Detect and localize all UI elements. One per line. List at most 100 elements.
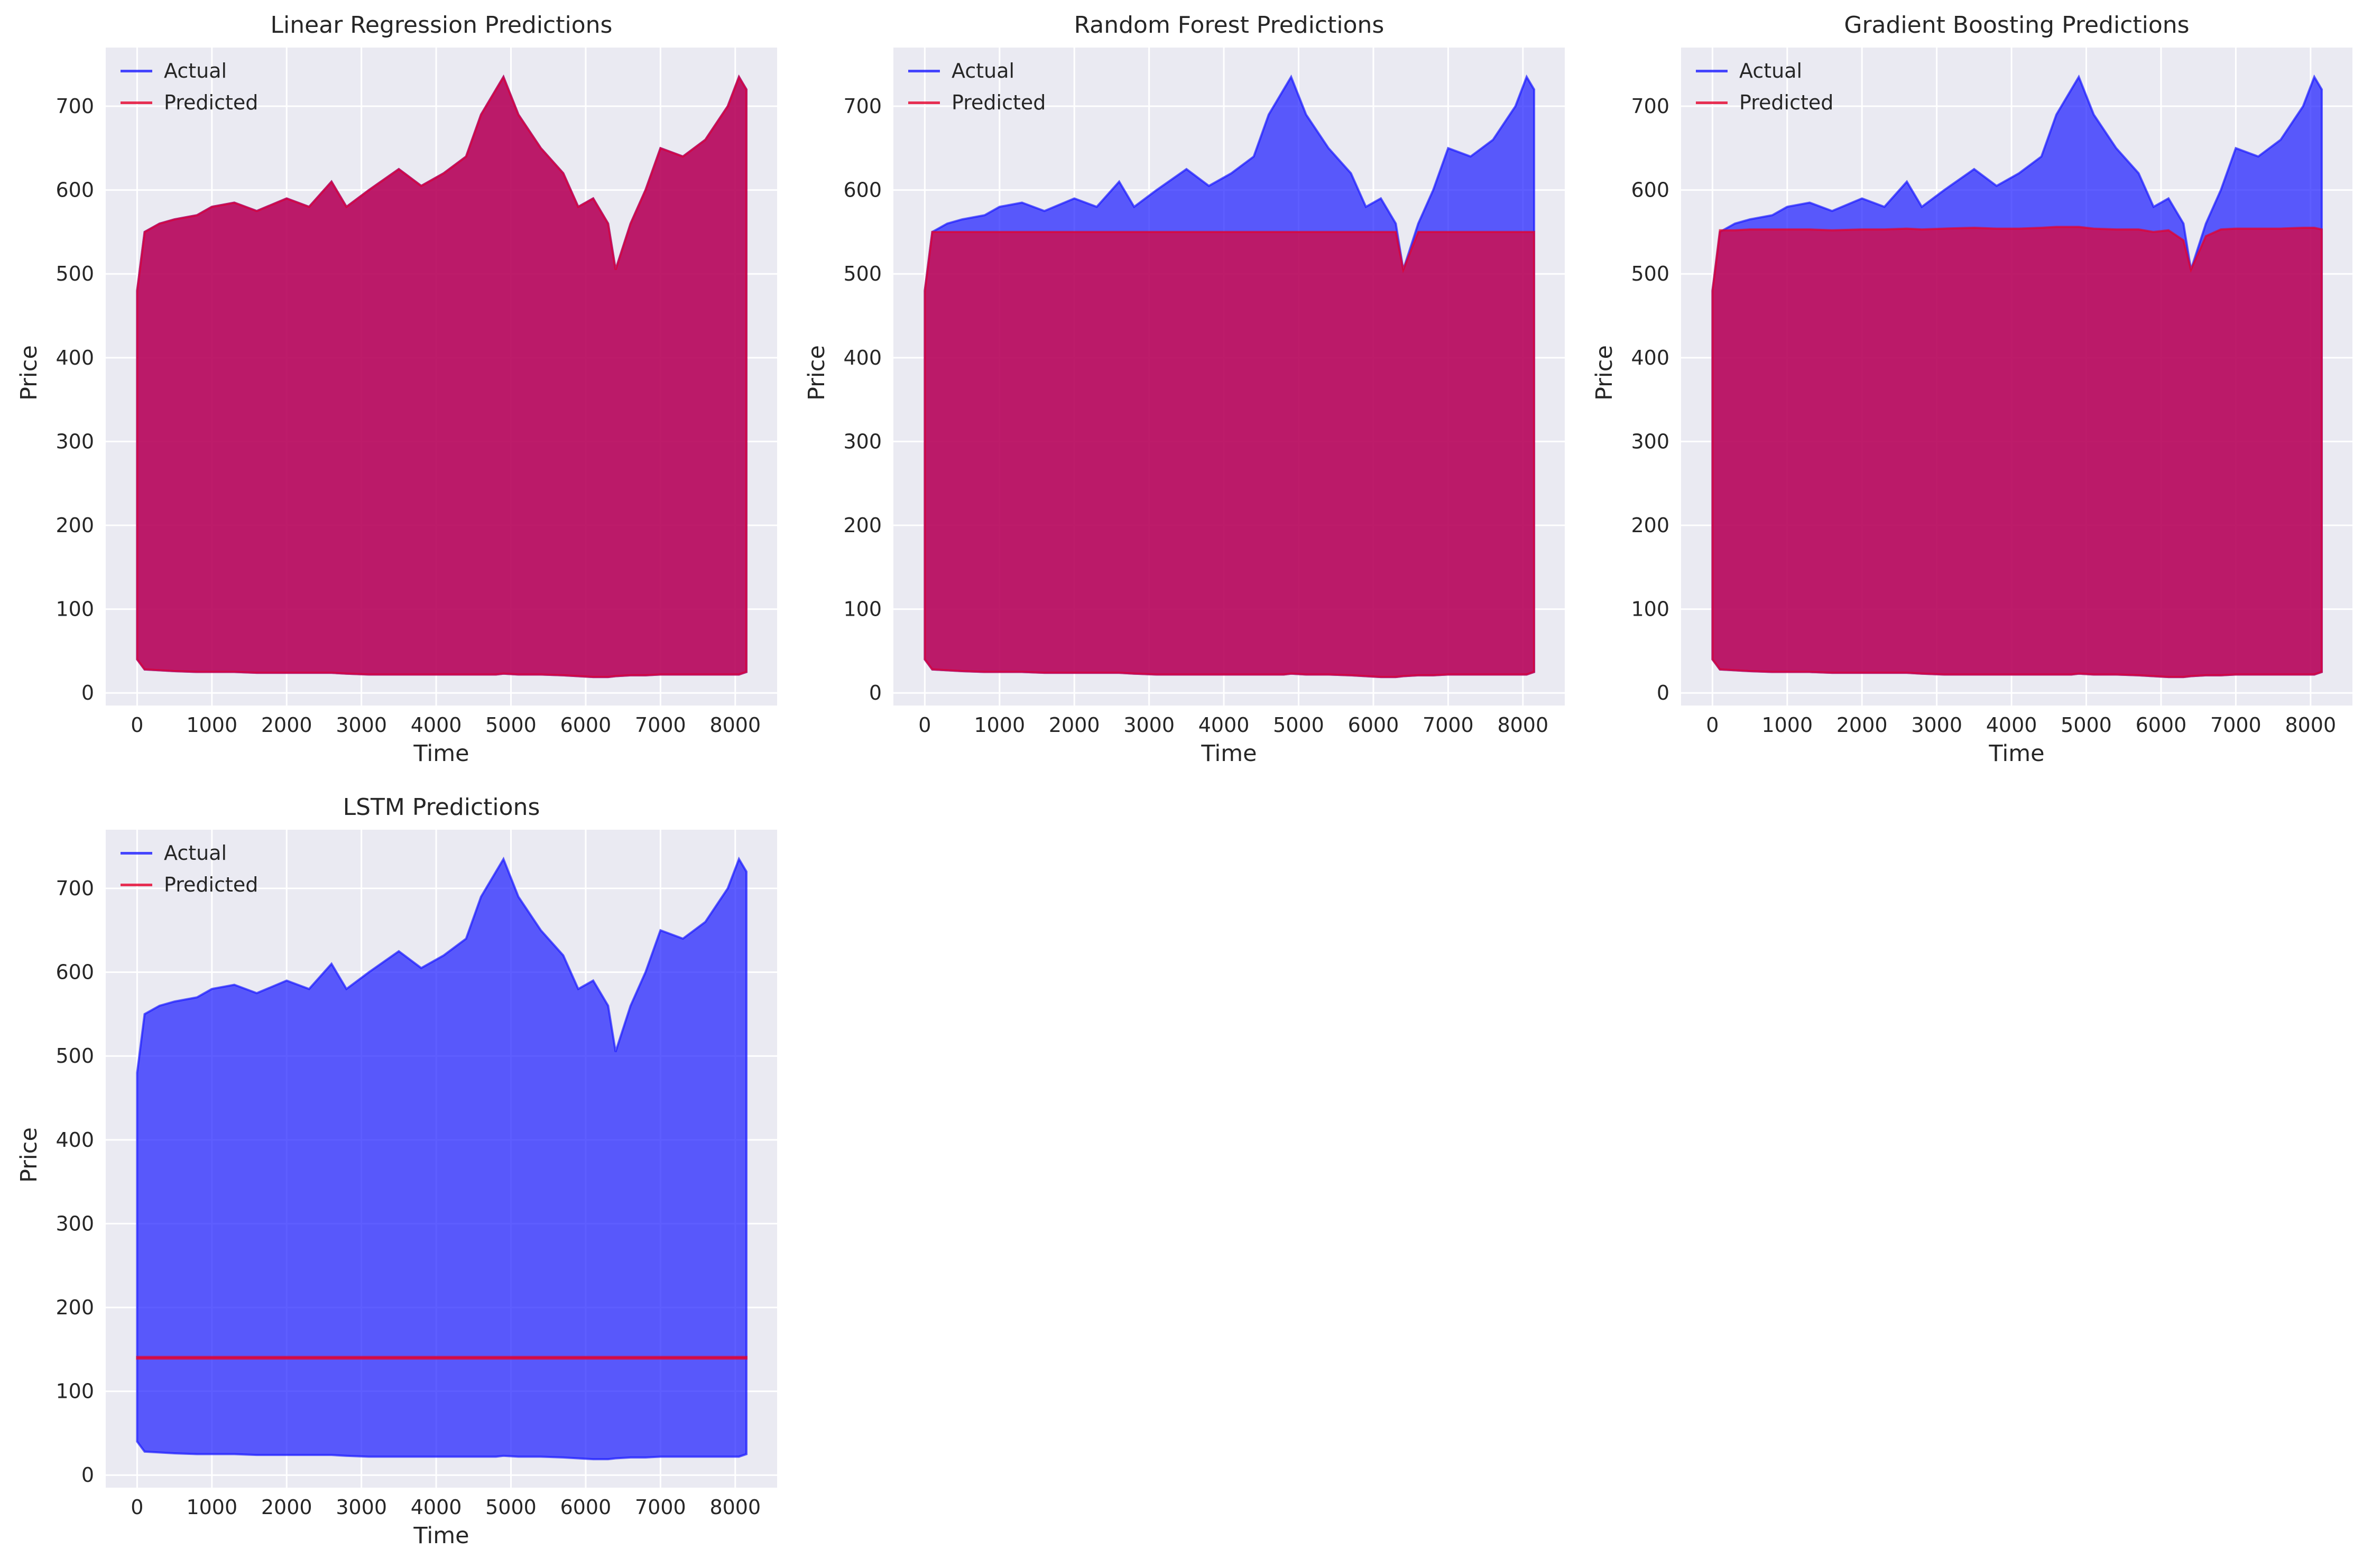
x-tick-label: 6000 [1348,713,1399,737]
y-tick-label: 600 [56,961,94,984]
x-tick-label: 7000 [1423,713,1474,737]
y-tick-label: 600 [1631,179,1669,202]
legend-item-actual: Actual [121,837,258,869]
legend-item-actual: Actual [908,55,1046,87]
x-tick-label: 3000 [336,1496,387,1519]
x-tick-label: 3000 [1911,713,1962,737]
x-tick-label: 8000 [709,1496,761,1519]
chart-panel-1: Linear Regression Predictions 0 1000 2000 30… [0,0,788,782]
x-axis-label: Time [413,740,469,767]
y-tick-label: 200 [56,1296,94,1319]
series-predicted-band [924,230,1536,679]
x-tick-label: 8000 [1497,713,1548,737]
legend-swatch-actual [908,69,940,72]
x-tick-label: 3000 [1123,713,1175,737]
plot-area: 0 1000 2000 3000 4000 5000 6000 7000 8000 0 100 200… [1631,48,2352,737]
y-tick-label: 300 [56,1212,94,1235]
y-tick-label: 600 [843,179,882,202]
x-axis-label: Time [413,1523,469,1549]
y-tick-label: 400 [1631,346,1669,369]
y-tick-label: 100 [843,598,882,621]
y-axis-label: Price [16,1127,42,1183]
y-tick-label: 300 [1631,430,1669,453]
y-tick-label: 0 [81,681,94,704]
chart-legend: Actual Predicted [121,837,258,901]
chart-title: Random Forest Predictions [1074,12,1384,39]
x-tick-label: 5000 [485,713,537,737]
chart-legend: Actual Predicted [121,55,258,118]
y-tick-label: 700 [56,877,94,900]
x-tick-label: 0 [131,1496,143,1519]
legend-swatch-predicted [1696,101,1728,104]
series-actual-band [136,856,748,1461]
y-tick-label: 100 [56,598,94,621]
legend-label: Actual [1739,59,1803,82]
x-tick-label: 5000 [2061,713,2112,737]
y-tick-label: 0 [869,681,882,704]
x-tick-label: 3000 [336,713,387,737]
legend-label: Actual [164,59,227,82]
x-tick-label: 6000 [2136,713,2187,737]
y-tick-label: 0 [1657,681,1669,704]
x-tick-label: 4000 [411,713,462,737]
legend-swatch-actual [1696,69,1728,72]
legend-label: Predicted [164,873,259,896]
legend-swatch-actual [121,69,152,72]
legend-label: Predicted [1739,91,1834,114]
series-predicted-band [136,74,748,679]
x-tick-label: 1000 [974,713,1025,737]
y-tick-label: 500 [1631,262,1669,285]
chart-legend: Actual Predicted [908,55,1046,118]
legend-label: Actual [164,841,227,865]
chart-panel-2: Random Forest Predictions 0 1000 2000 3000 40… [788,0,1575,782]
y-tick-label: 300 [56,430,94,453]
legend-label: Predicted [952,91,1046,114]
y-axis-label: Price [1591,345,1618,401]
x-tick-label: 5000 [1273,713,1324,737]
legend-swatch-predicted [121,883,152,886]
chart-panel-4: LSTM Predictions 0 1000 2000 3000 4000 5000 600… [0,782,788,1564]
y-tick-label: 700 [56,95,94,118]
chart-panel-3: Gradient Boosting Predictions 0 1000 2000 30… [1575,0,2363,782]
plot-area: 0 1000 2000 3000 4000 5000 6000 7000 8000 0 100 200… [843,48,1565,737]
x-tick-label: 8000 [2285,713,2336,737]
y-tick-label: 200 [843,514,882,537]
series-predicted-band [1711,226,2323,679]
y-tick-label: 500 [56,262,94,285]
x-tick-label: 8000 [709,713,761,737]
legend-swatch-predicted [121,101,152,104]
x-tick-label: 4000 [1198,713,1250,737]
x-tick-label: 0 [918,713,931,737]
y-tick-label: 400 [56,1128,94,1152]
y-tick-label: 200 [56,514,94,537]
y-tick-label: 500 [843,262,882,285]
x-tick-label: 2000 [1049,713,1100,737]
chart-legend: Actual Predicted [1696,55,1833,118]
y-tick-label: 700 [843,95,882,118]
y-tick-label: 400 [56,346,94,369]
x-tick-label: 4000 [1986,713,2037,737]
y-tick-label: 700 [1631,95,1669,118]
x-axis-label: Time [1989,740,2045,767]
y-tick-label: 600 [56,179,94,202]
y-tick-label: 100 [56,1380,94,1403]
y-tick-label: 500 [56,1044,94,1068]
x-tick-label: 1000 [1761,713,1813,737]
y-tick-label: 400 [843,346,882,369]
x-tick-label: 7000 [2210,713,2262,737]
plot-area: 0 1000 2000 3000 4000 5000 6000 7000 8000 0 100 200… [56,830,777,1519]
legend-item-actual: Actual [1696,55,1833,87]
legend-swatch-predicted [908,101,940,104]
x-tick-label: 1000 [186,1496,237,1519]
chart-title: Gradient Boosting Predictions [1844,12,2190,39]
legend-item-predicted: Predicted [1696,87,1833,118]
x-tick-label: 1000 [186,713,237,737]
series-predicted-band [136,1356,748,1360]
y-tick-label: 100 [1631,598,1669,621]
chart-title: LSTM Predictions [343,794,540,821]
x-tick-label: 2000 [261,1496,312,1519]
x-tick-label: 6000 [560,713,612,737]
y-tick-label: 300 [843,430,882,453]
x-tick-label: 6000 [560,1496,612,1519]
x-tick-label: 5000 [485,1496,537,1519]
